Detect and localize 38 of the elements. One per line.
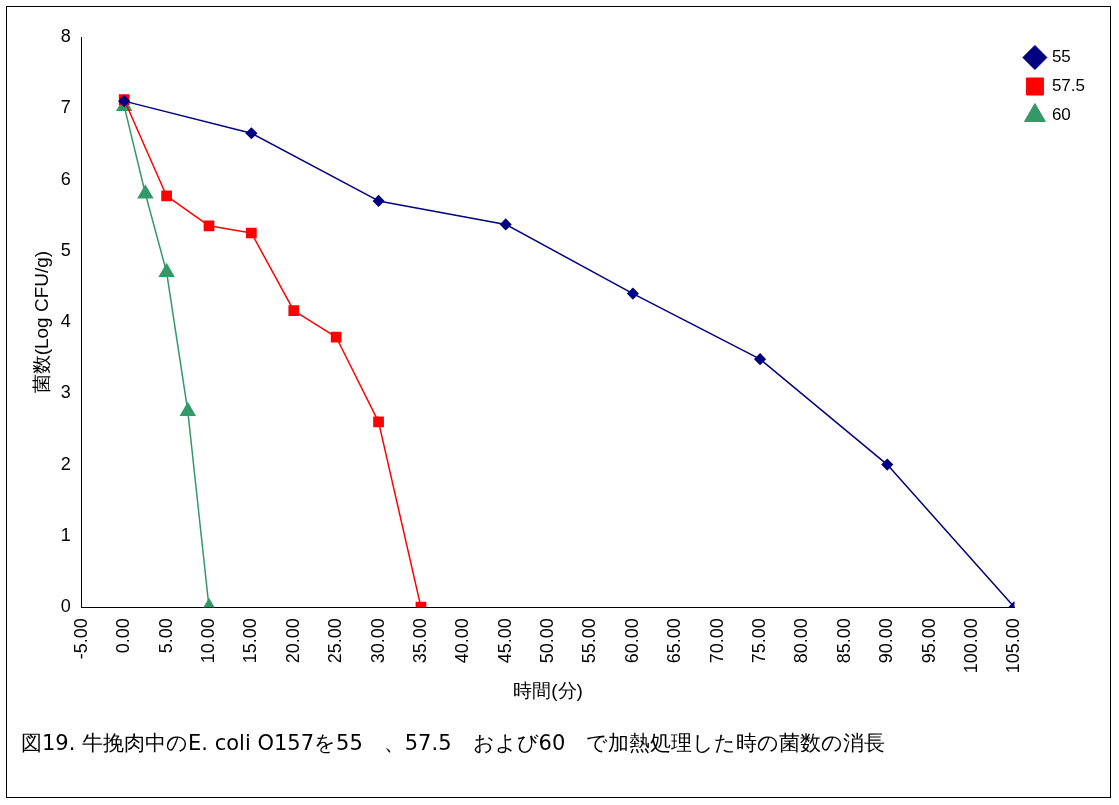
x-tick-label: 95.00 bbox=[918, 618, 939, 664]
x-tick-label: 50.00 bbox=[537, 618, 558, 664]
x-tick-label: 30.00 bbox=[367, 618, 388, 664]
y-tick-label: 5 bbox=[60, 239, 71, 260]
x-tick-label: 55.00 bbox=[579, 618, 600, 664]
x-tick-label: 65.00 bbox=[664, 618, 685, 664]
y-tick-label: 7 bbox=[60, 97, 71, 118]
x-tick-label: 60.00 bbox=[621, 618, 642, 664]
x-tick-label: 5.00 bbox=[155, 618, 176, 654]
y-tick-label: 8 bbox=[60, 25, 71, 46]
x-tick-label: 0.00 bbox=[113, 618, 134, 654]
x-axis-title: 時間(分) bbox=[513, 679, 583, 701]
y-tick-label: 0 bbox=[60, 596, 71, 617]
legend-label: 60 bbox=[1051, 105, 1071, 125]
x-tick-label: 45.00 bbox=[494, 618, 515, 664]
x-tick-label: 75.00 bbox=[749, 618, 770, 664]
caption: 図19. 牛挽肉中のE. coli O157を55 、57.5 および60 で加熱処理した時の菌数の消長 bbox=[21, 730, 886, 757]
legend-label: 55 bbox=[1051, 47, 1071, 67]
y-axis-title: 菌数(Log CFU/g) bbox=[30, 250, 52, 394]
x-tick-label: -5.00 bbox=[70, 618, 91, 660]
x-tick-label: 100.00 bbox=[960, 618, 981, 674]
legend-label: 57.5 bbox=[1051, 76, 1086, 96]
y-tick-label: 1 bbox=[60, 524, 71, 545]
x-tick-label: 40.00 bbox=[452, 618, 473, 664]
x-tick-label: 105.00 bbox=[1003, 618, 1024, 674]
x-tick-label: 35.00 bbox=[409, 618, 430, 664]
y-tick-label: 4 bbox=[60, 311, 71, 332]
y-tick-label: 3 bbox=[60, 382, 71, 403]
y-tick-label: 2 bbox=[60, 453, 71, 474]
x-tick-label: 10.00 bbox=[197, 618, 218, 664]
x-tick-label: 80.00 bbox=[791, 618, 812, 664]
y-tick-label: 6 bbox=[60, 168, 71, 189]
x-tick-label: 90.00 bbox=[876, 618, 897, 664]
x-tick-label: 85.00 bbox=[833, 618, 854, 664]
x-tick-label: 20.00 bbox=[282, 618, 303, 664]
x-tick-label: 15.00 bbox=[240, 618, 261, 664]
x-tick-label: 70.00 bbox=[706, 618, 727, 664]
x-tick-label: 25.00 bbox=[325, 618, 346, 664]
